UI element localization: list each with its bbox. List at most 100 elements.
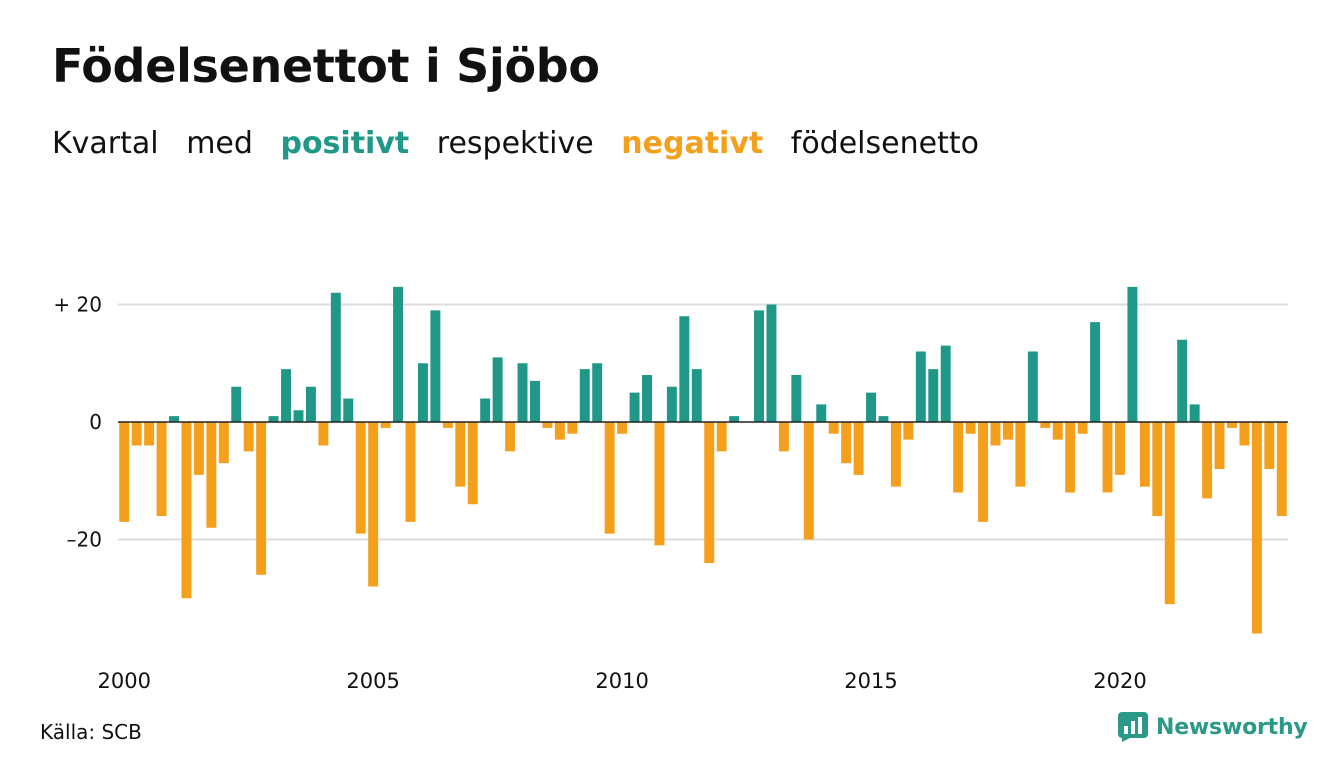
bar-positive <box>517 363 528 422</box>
bars <box>119 286 1287 634</box>
bar-chart: + 20 0 –20 2000 2005 2010 2015 2020 <box>53 286 1288 693</box>
bar-negative <box>841 422 852 464</box>
bar-negative <box>1077 422 1088 434</box>
bar-negative <box>554 422 565 440</box>
brand-logo-block[interactable]: Newsworthy <box>1118 712 1308 742</box>
bar-negative <box>355 422 366 534</box>
bar-negative <box>1276 422 1287 516</box>
bar-positive <box>766 304 777 422</box>
bar-negative <box>1214 422 1225 469</box>
bar-negative <box>156 422 167 516</box>
bar-negative <box>803 422 814 540</box>
bar-negative <box>890 422 901 487</box>
bar-negative <box>1040 422 1051 428</box>
bar-positive <box>343 398 354 422</box>
bar-positive <box>268 416 279 423</box>
x-tick-label: 2000 <box>97 669 150 693</box>
bar-positive <box>1127 286 1138 423</box>
bar-negative <box>1239 422 1250 446</box>
bar-negative <box>455 422 466 487</box>
bar-negative <box>144 422 155 446</box>
x-tick-label: 2005 <box>346 669 399 693</box>
subtitle-negative-label: negativt <box>621 126 764 161</box>
bar-positive <box>1177 339 1188 422</box>
bar-positive <box>666 386 677 422</box>
bar-positive <box>816 404 827 423</box>
bar-positive <box>1090 322 1101 423</box>
bar-negative <box>978 422 989 522</box>
bar-negative <box>617 422 628 434</box>
bar-positive <box>629 392 640 423</box>
grid-lines <box>118 303 1288 541</box>
bar-positive <box>592 363 603 422</box>
bar-positive <box>430 310 441 423</box>
x-tick-labels: 2000 2005 2010 2015 2020 <box>97 669 1146 693</box>
bar-positive <box>754 310 764 423</box>
bar-positive <box>529 380 540 423</box>
bar-negative <box>206 422 217 528</box>
bar-negative <box>654 422 665 546</box>
bar-negative <box>704 422 715 563</box>
bar-negative <box>903 422 914 440</box>
bar-positive <box>579 369 590 423</box>
bar-negative <box>828 422 839 434</box>
bar-negative <box>1139 422 1150 487</box>
bar-positive <box>642 375 652 422</box>
bar-negative <box>604 422 615 534</box>
bar-positive <box>492 357 503 423</box>
bar-negative <box>716 422 727 452</box>
bar-negative <box>181 422 192 599</box>
bar-positive <box>691 369 702 423</box>
bar-negative <box>1251 422 1262 634</box>
bar-negative <box>193 422 204 475</box>
bar-negative <box>119 422 130 522</box>
bar-positive <box>1189 404 1200 423</box>
bar-negative <box>1065 422 1076 493</box>
bar-positive <box>417 363 428 422</box>
bar-negative <box>1114 422 1125 475</box>
y-tick-labels: + 20 0 –20 <box>53 293 102 552</box>
bar-negative <box>990 422 1001 446</box>
y-tick-label: 0 <box>89 410 102 434</box>
bar-negative <box>380 422 391 428</box>
bar-negative <box>256 422 267 575</box>
bar-negative <box>1264 422 1275 469</box>
bar-negative <box>965 422 976 434</box>
subtitle-word-fodelsenetto: födelsenetto <box>790 126 979 161</box>
bar-negative <box>218 422 229 464</box>
subtitle-positive-label: positivt <box>280 126 410 161</box>
chart-subtitle: Kvartal med positivt respektive negativt… <box>52 126 997 162</box>
bar-negative <box>318 422 329 446</box>
bar-negative <box>1052 422 1063 440</box>
x-tick-label: 2020 <box>1093 669 1146 693</box>
bar-positive <box>679 316 690 422</box>
source-note: Källa: SCB <box>40 720 142 744</box>
bar-negative <box>1015 422 1026 487</box>
bar-negative <box>467 422 478 505</box>
bar-negative <box>1002 422 1013 440</box>
bar-negative <box>1102 422 1113 493</box>
bar-negative <box>778 422 789 452</box>
bar-negative <box>505 422 516 452</box>
bar-positive <box>866 392 877 423</box>
bar-negative <box>1202 422 1213 499</box>
bar-negative <box>442 422 453 428</box>
bar-positive <box>915 351 926 422</box>
x-tick-label: 2010 <box>595 669 648 693</box>
bar-positive <box>281 369 292 423</box>
newsworthy-logo-icon <box>1118 712 1148 742</box>
bar-negative <box>953 422 964 493</box>
bar-negative <box>1152 422 1163 516</box>
bar-negative <box>853 422 864 475</box>
bar-positive <box>330 292 341 422</box>
bar-positive <box>940 345 951 423</box>
bar-positive <box>729 416 740 423</box>
bar-positive <box>293 410 304 422</box>
y-tick-label: + 20 <box>53 293 102 317</box>
bar-positive <box>791 375 802 422</box>
subtitle-word-respektive: respektive <box>436 126 594 161</box>
bar-negative <box>131 422 142 446</box>
bar-positive <box>480 398 491 422</box>
bar-negative <box>567 422 578 434</box>
brand-name: Newsworthy <box>1156 714 1308 740</box>
